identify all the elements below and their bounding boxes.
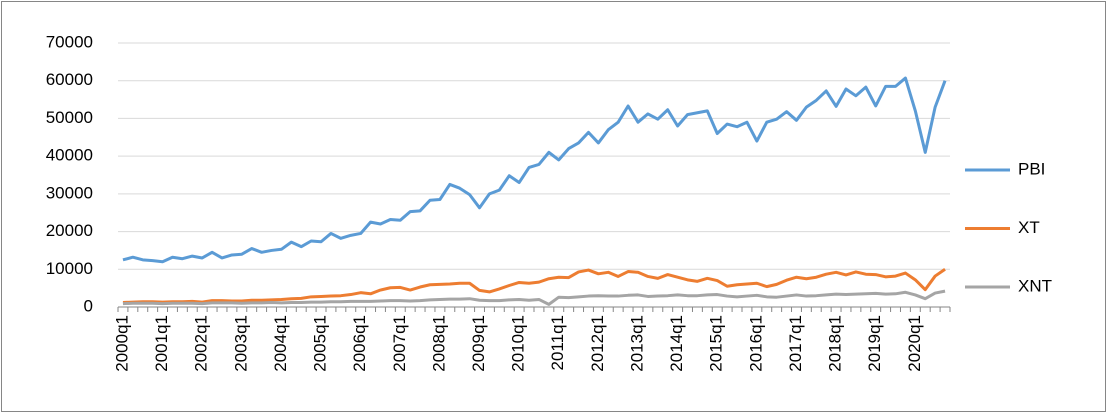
x-tick-label: 2016q1 [746, 315, 765, 372]
x-tick-label: 2020q1 [905, 315, 924, 372]
y-tick-label: 30000 [46, 183, 93, 202]
x-tick-label: 2009q1 [469, 315, 488, 372]
y-tick-label: 50000 [46, 108, 93, 127]
series-line [122, 268, 946, 304]
x-tick-label: 2003q1 [231, 315, 250, 372]
x-tick-label: 2017q1 [786, 315, 805, 372]
x-tick-label: 2018q1 [826, 315, 845, 372]
x-tick-label: 2014q1 [667, 315, 686, 372]
x-tick-label: 2012q1 [588, 315, 607, 372]
y-tick-label: 60000 [46, 70, 93, 89]
x-tick-label: 2015q1 [707, 315, 726, 372]
legend-label: XNT [1018, 276, 1052, 295]
x-tick-label: 2007q1 [390, 315, 409, 372]
x-tick-label: 2006q1 [350, 315, 369, 372]
y-tick-label: 70000 [46, 32, 93, 51]
x-tick-label: 2019q1 [865, 315, 884, 372]
x-tick-label: 2004q1 [271, 315, 290, 372]
x-tick-label: 2005q1 [311, 315, 330, 372]
series-line [122, 76, 947, 264]
series-line [122, 289, 946, 306]
x-tick-label: 2013q1 [627, 315, 646, 372]
y-tick-label: 0 [84, 296, 93, 315]
x-tick-label: 2001q1 [152, 315, 171, 372]
x-tick-label: 2002q1 [192, 315, 211, 372]
x-tick-label: 2011q1 [548, 315, 567, 370]
x-tick-label: 2008q1 [429, 315, 448, 372]
legend-label: PBI [1018, 159, 1045, 178]
y-tick-label: 40000 [46, 146, 93, 165]
x-tick-label: 2010q1 [509, 315, 528, 372]
y-tick-label: 20000 [46, 221, 93, 240]
y-tick-label: 10000 [46, 259, 93, 278]
x-tick-label: 2000q1 [112, 315, 131, 372]
legend-label: XT [1018, 218, 1040, 237]
